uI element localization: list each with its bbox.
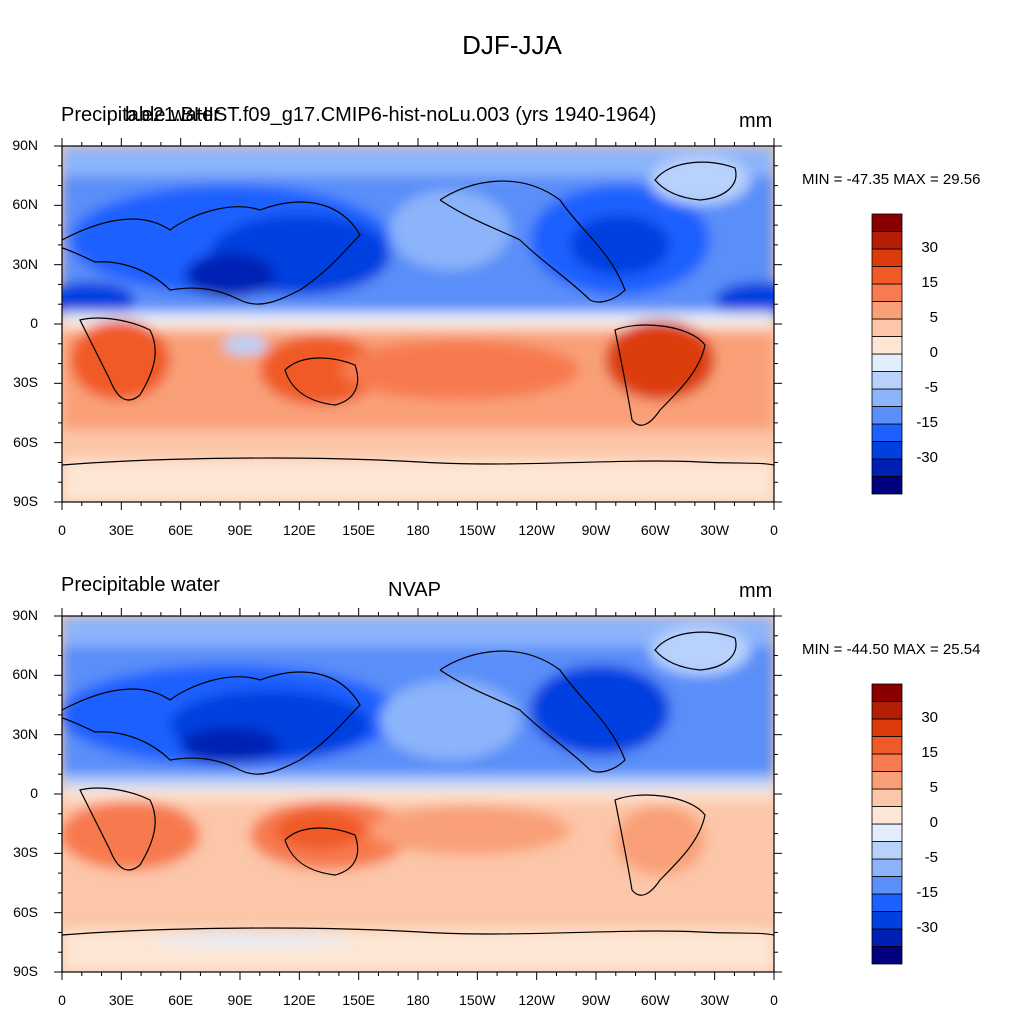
colorbar-box — [871, 231, 903, 250]
colorbar-box — [871, 736, 903, 755]
colorbar-label: 30 — [921, 239, 938, 256]
lon-label: 60E — [168, 522, 194, 538]
colorbar-box — [871, 441, 903, 460]
panel2-center-title: NVAP — [388, 579, 441, 601]
colorbar-box — [871, 771, 903, 790]
lon-label: 180 — [406, 522, 430, 538]
lon-label: 30W — [700, 992, 730, 1008]
lon-label: 0 — [58, 522, 66, 538]
colorbar-box — [871, 683, 903, 702]
colorbar-box — [871, 841, 903, 860]
lon-label: 120W — [518, 522, 555, 538]
lon-label: 0 — [770, 992, 778, 1008]
colorbar-label: -30 — [916, 449, 938, 466]
lon-label: 0 — [58, 992, 66, 1008]
colorbar-box — [871, 788, 903, 807]
colorbar-box — [871, 283, 903, 302]
colorbar-box — [871, 336, 903, 355]
lon-label: 90W — [581, 522, 611, 538]
colorbar-box — [871, 928, 903, 947]
colorbar-box — [871, 806, 903, 825]
panel2-ticks — [54, 608, 782, 980]
lon-label: 150E — [342, 522, 376, 538]
lon-label: 150W — [459, 522, 496, 538]
panel1-coastlines — [62, 161, 774, 466]
colorbar-box — [871, 858, 903, 877]
colorbar-box — [871, 301, 903, 320]
lon-label: 120E — [282, 992, 316, 1008]
colorbar-box — [871, 701, 903, 720]
colorbar-box — [871, 823, 903, 842]
colorbar-box — [871, 753, 903, 772]
colorbar-box — [871, 371, 903, 390]
colorbar-label: -15 — [916, 884, 938, 901]
panel1-center-title: b.e21.BHIST.f09_g17.CMIP6-hist-noLu.003 … — [125, 104, 657, 126]
colorbar-box — [871, 388, 903, 407]
colorbar-box — [871, 946, 903, 965]
lon-label: 90E — [227, 522, 253, 538]
colorbar-box — [871, 266, 903, 285]
panel2-units: mm — [739, 580, 773, 602]
colorbar-label: 0 — [929, 814, 938, 831]
lon-label: 60W — [640, 522, 670, 538]
panel1-min-max: MIN = -47.35 MAX = 29.56 — [802, 171, 981, 188]
panel2-left-title: Precipitable water — [61, 574, 220, 596]
panel1-left-title: Precipitable water — [61, 104, 220, 126]
lon-label: 60E — [168, 992, 194, 1008]
lon-label: 30E — [108, 992, 134, 1008]
colorbar-label: 30 — [921, 709, 938, 726]
colorbar-label: -5 — [924, 379, 938, 396]
colorbar-box — [871, 213, 903, 232]
panel1-map — [62, 146, 774, 502]
colorbar-label: -30 — [916, 919, 938, 936]
panel2-coastlines — [62, 631, 774, 936]
panel2-min-max: MIN = -44.50 MAX = 25.54 — [802, 641, 981, 658]
lon-label: 90E — [227, 992, 253, 1008]
colorbar2 — [871, 683, 903, 965]
panel1-ticks — [54, 138, 782, 510]
colorbar-label: 0 — [929, 344, 938, 361]
lon-label: 120E — [282, 522, 316, 538]
colorbar-label: 5 — [929, 309, 938, 326]
lon-label: 30W — [700, 522, 730, 538]
lon-label: 180 — [406, 992, 430, 1008]
lon-label: 120W — [518, 992, 555, 1008]
lon-label: 150E — [342, 992, 376, 1008]
colorbar-box — [871, 458, 903, 477]
colorbar-box — [871, 248, 903, 267]
lon-label: 60W — [640, 992, 670, 1008]
lon-label: 150W — [459, 992, 496, 1008]
colorbar1 — [871, 213, 903, 495]
colorbar-label: -5 — [924, 849, 938, 866]
lon-label: 30E — [108, 522, 134, 538]
colorbar-label: 15 — [921, 744, 938, 761]
figure-title: DJF-JJA — [462, 30, 562, 60]
colorbar-box — [871, 423, 903, 442]
colorbar-box — [871, 718, 903, 737]
colorbar-label: 5 — [929, 779, 938, 796]
colorbar-box — [871, 893, 903, 912]
lon-label: 0 — [770, 522, 778, 538]
colorbar-label: 15 — [921, 274, 938, 291]
colorbar-box — [871, 353, 903, 372]
colorbar-box — [871, 476, 903, 495]
panel1-units: mm — [739, 110, 773, 132]
colorbar-box — [871, 876, 903, 895]
panel2-map — [62, 616, 774, 972]
lon-label: 90W — [581, 992, 611, 1008]
colorbar-box — [871, 406, 903, 425]
colorbar-box — [871, 318, 903, 337]
colorbar-label: -15 — [916, 414, 938, 431]
colorbar-box — [871, 911, 903, 930]
